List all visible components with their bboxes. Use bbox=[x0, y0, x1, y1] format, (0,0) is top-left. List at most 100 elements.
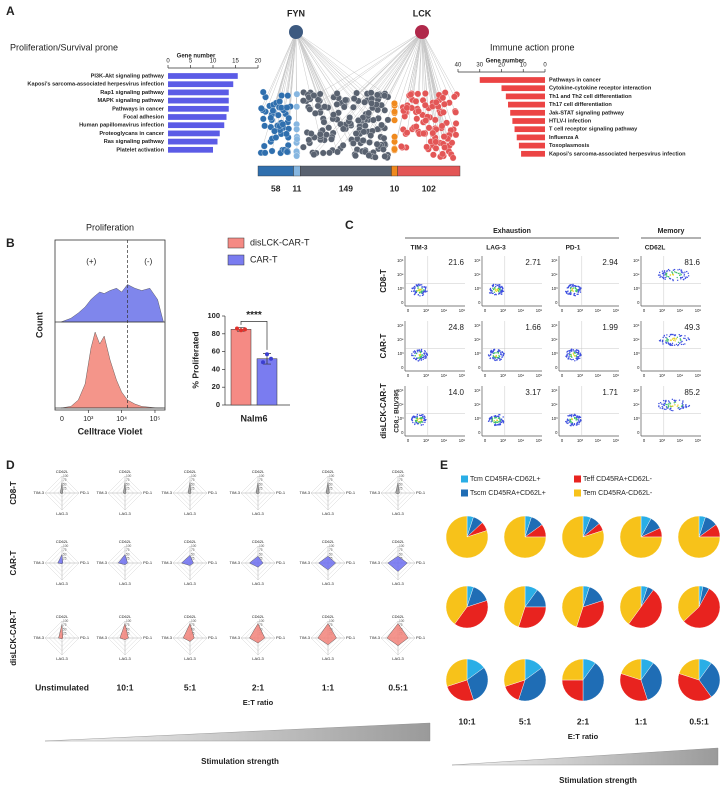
category-label: Ras signaling pathway bbox=[104, 139, 165, 145]
r-tick-label: 75 bbox=[399, 548, 403, 552]
event-dot bbox=[424, 289, 426, 291]
event-dot bbox=[573, 413, 576, 415]
event-dot bbox=[572, 352, 574, 355]
bar bbox=[508, 101, 545, 108]
event-dot bbox=[501, 291, 503, 293]
event-dot bbox=[420, 355, 423, 357]
event-dot bbox=[670, 409, 673, 412]
event-dot bbox=[496, 424, 498, 426]
r-tick-label: 75 bbox=[126, 623, 130, 627]
pie-slice bbox=[677, 673, 712, 702]
event-dot bbox=[676, 279, 679, 281]
event-dot bbox=[669, 343, 671, 346]
event-dot bbox=[417, 284, 420, 286]
axis-label: LAG-3 bbox=[56, 511, 68, 516]
axis-label: CD62L bbox=[252, 539, 265, 544]
event-dot bbox=[421, 287, 423, 290]
event-dot bbox=[669, 270, 671, 272]
event-dot bbox=[567, 293, 569, 295]
gene-dot bbox=[333, 90, 341, 97]
event-dot bbox=[416, 350, 419, 352]
event-dot bbox=[425, 352, 428, 354]
x-tick-label: 10⁴ bbox=[518, 438, 525, 443]
bar bbox=[168, 73, 238, 79]
event-dot bbox=[672, 337, 674, 340]
event-dot bbox=[496, 284, 499, 286]
event-dot bbox=[495, 352, 497, 354]
event-dot bbox=[565, 422, 568, 424]
event-dot bbox=[662, 275, 665, 277]
pie-slice bbox=[561, 679, 584, 702]
event-dot bbox=[659, 339, 662, 341]
r-tick-label: 100 bbox=[399, 544, 405, 548]
event-dot bbox=[500, 293, 503, 295]
event-dot bbox=[419, 356, 422, 359]
gene-dot bbox=[314, 96, 322, 104]
axis-title: Gene number bbox=[177, 54, 216, 60]
event-dot bbox=[502, 290, 505, 292]
event-dot bbox=[681, 407, 683, 409]
event-dot bbox=[423, 417, 426, 420]
event-dot bbox=[579, 357, 581, 360]
link-line bbox=[309, 31, 423, 110]
bar bbox=[505, 93, 545, 100]
event-dot bbox=[681, 403, 683, 405]
r-tick-label: 50 bbox=[63, 627, 67, 631]
y-tick-label: 0 bbox=[637, 300, 640, 305]
gene-dot bbox=[423, 143, 431, 151]
event-dot bbox=[679, 338, 681, 340]
event-dot bbox=[670, 333, 672, 336]
event-dot bbox=[567, 415, 569, 417]
event-dot bbox=[661, 403, 663, 405]
legend-label: Tscm CD45RA+CD62L+ bbox=[470, 490, 546, 497]
gene-dot bbox=[359, 137, 367, 144]
r-tick-label: 50 bbox=[126, 552, 130, 556]
axis-label: LAG-3 bbox=[119, 511, 131, 516]
r-tick-label: 50 bbox=[329, 482, 333, 486]
link-line bbox=[295, 31, 365, 103]
event-dot bbox=[424, 421, 426, 424]
event-dot bbox=[497, 288, 499, 291]
event-dot bbox=[417, 294, 420, 296]
event-dot bbox=[669, 278, 672, 280]
pie-slice bbox=[518, 667, 547, 702]
gene-dot bbox=[443, 119, 450, 127]
event-dot bbox=[576, 415, 579, 417]
event-dot bbox=[678, 268, 681, 271]
x-tick-label: 0 bbox=[643, 373, 646, 378]
event-dot bbox=[567, 419, 569, 421]
event-dot bbox=[499, 285, 501, 287]
event-dot bbox=[686, 276, 689, 278]
event-dot bbox=[661, 270, 664, 272]
event-dot bbox=[491, 417, 494, 420]
event-dot bbox=[673, 344, 676, 346]
column-label: PD-1 bbox=[566, 245, 581, 252]
gene-dot bbox=[365, 152, 373, 159]
gene-dot bbox=[342, 96, 349, 104]
column-label: CD62L bbox=[645, 245, 666, 252]
gene-dot bbox=[339, 125, 347, 133]
event-dot bbox=[576, 356, 579, 358]
gene-dot bbox=[452, 108, 460, 116]
event-dot bbox=[416, 417, 419, 419]
event-dot bbox=[495, 283, 497, 286]
event-dot bbox=[663, 404, 665, 407]
y-tick-label: 0 bbox=[478, 300, 481, 305]
event-dot bbox=[570, 293, 572, 295]
x-tick-label: 10⁵ bbox=[536, 373, 543, 378]
event-dot bbox=[423, 415, 426, 417]
gene-dot bbox=[316, 130, 324, 138]
event-dot bbox=[498, 354, 500, 357]
gene-dot bbox=[361, 122, 369, 130]
event-dot bbox=[498, 413, 500, 416]
event-dot bbox=[424, 287, 427, 290]
event-dot bbox=[671, 398, 674, 401]
event-dot bbox=[574, 290, 577, 292]
event-dot bbox=[680, 339, 682, 341]
gene-dot bbox=[284, 92, 292, 99]
event-dot bbox=[680, 343, 683, 346]
legend-swatch bbox=[227, 254, 245, 266]
gene-dot bbox=[267, 123, 275, 131]
pie-slice bbox=[619, 585, 642, 625]
r-tick-label: 100 bbox=[329, 619, 335, 623]
